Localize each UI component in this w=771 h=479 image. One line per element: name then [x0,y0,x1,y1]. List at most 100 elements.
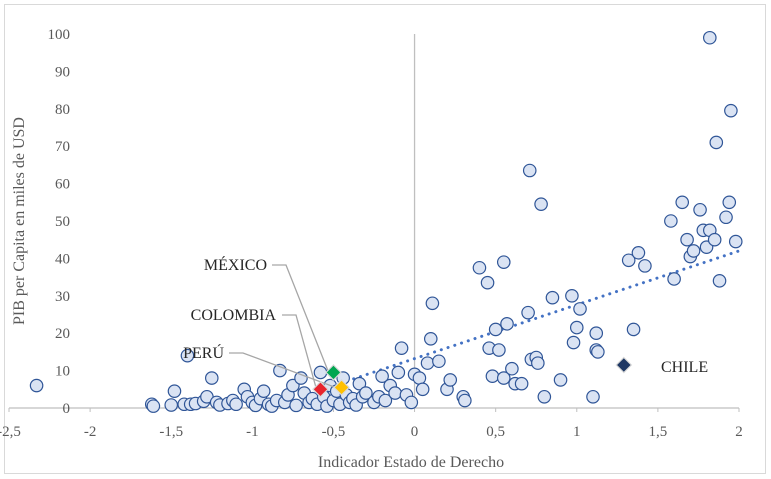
data-point [423,332,438,346]
data-point [458,393,472,408]
x-tick-label: -2 [84,424,97,440]
data-point [545,290,560,305]
data-point [686,244,701,258]
data-point [553,373,568,387]
data-point [256,384,271,398]
data-point [378,393,393,408]
x-tick-label: -1,5 [159,424,183,440]
data-point [534,197,548,211]
data-point [412,371,427,385]
y-tick-label: 80 [55,102,70,118]
x-tick-label: 0 [411,424,419,440]
data-point [675,195,690,210]
data-point [472,260,487,275]
y-tick-label: 10 [55,364,70,380]
data-point [719,210,733,225]
y-tick-label: 60 [55,177,70,193]
data-point [573,302,587,316]
y-tick-label: 90 [55,64,70,80]
data-point [565,288,579,303]
leader-line [282,314,318,390]
data-point [722,195,737,210]
data-point [313,365,328,380]
data-point [522,163,537,178]
data-point [294,371,308,385]
y-tick-label: 50 [55,214,70,230]
data-point [359,386,373,400]
data-point [420,356,435,370]
leader-line [272,264,331,375]
x-tick-label: -0,5 [322,424,346,440]
data-point [146,399,161,413]
data-point [496,255,511,269]
data-point [589,326,604,340]
data-point [638,259,652,273]
data-point [569,320,584,335]
data-point [415,382,430,397]
data-point [728,234,743,249]
data-point [425,296,440,311]
annotation-peru: PERÚ [183,343,224,362]
x-tick-label: -1 [246,424,259,440]
data-point [680,232,694,247]
data-point [712,274,727,288]
data-point [204,371,219,385]
data-point [180,348,195,363]
data-point [566,335,581,350]
annotation-chile: CHILE [661,359,708,376]
data-points-layer [29,30,743,413]
data-point [724,103,738,118]
data-point [631,245,646,260]
data-point [29,378,44,393]
highlight-marker-méxico [325,364,342,381]
data-point [537,389,552,404]
data-point [485,369,500,384]
y-tick-label: 20 [55,326,70,342]
data-point [621,253,636,268]
data-point [707,232,722,247]
annotation-colombia: COLOMBIA [191,307,277,324]
x-tick-label: -2,5 [0,424,21,440]
chart-frame [4,4,766,474]
tick-labels-layer: -2,5-2-1,5-1-0,500,511,52010203040506070… [0,27,743,440]
highlight-marker-chile [615,356,633,374]
data-point [667,272,681,286]
data-point [352,376,367,391]
data-point [388,386,402,400]
x-tick-label: 2 [735,424,743,440]
y-tick-label: 100 [48,27,71,43]
y-tick-label: 40 [55,251,70,267]
highlight-points-layer [312,356,633,398]
data-point [432,354,446,369]
data-point [505,361,519,376]
leader-lines-layer [229,264,336,390]
data-point [626,322,641,337]
data-point [531,356,545,370]
y-tick-label: 70 [55,139,70,155]
data-point [586,389,600,404]
annotation-mexico: MÉXICO [204,255,267,274]
data-point [443,373,458,387]
y-axis-label: PIB per Capita en miles de USD [11,117,28,325]
x-tick-label: 1,5 [649,424,668,440]
data-point [289,398,303,413]
data-point [521,305,535,320]
data-point [375,369,389,384]
data-point [496,371,511,385]
x-axis-label: Indicador Estado de Derecho [318,454,504,471]
data-point [404,395,419,410]
data-point [167,384,182,398]
highlight-marker-colombia [312,380,329,398]
data-point [394,341,409,355]
data-point [391,365,406,380]
leader-line [229,352,336,389]
data-point [488,322,503,337]
data-point [709,135,724,150]
data-point [591,345,605,359]
data-point [693,202,707,217]
data-point [164,398,179,412]
highlight-marker-perú [333,379,350,396]
data-point [492,343,506,357]
data-point [480,275,495,290]
